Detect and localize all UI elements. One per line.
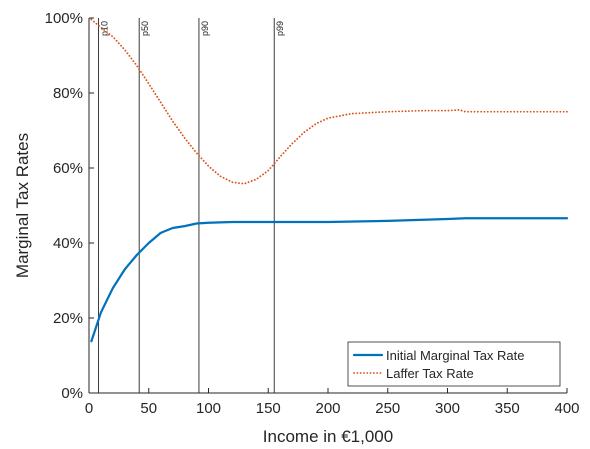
x-tick-label: 150 <box>256 400 281 417</box>
percentile-label-p50: p50 <box>140 21 150 36</box>
percentile-label-p90: p90 <box>200 21 210 36</box>
y-axis-label: Marginal Tax Rates <box>13 133 32 278</box>
x-tick-label: 100 <box>196 400 221 417</box>
tick-labels: 0 50 100 150 200 250 300 350 400 0% 20% 40% 60% 80% 10… <box>45 10 580 417</box>
legend-label-initial-marginal-tax-rate: Initial Marginal Tax Rate <box>386 348 525 363</box>
x-axis-label: Income in €1,000 <box>263 427 393 446</box>
y-tick-label: 80% <box>53 85 83 102</box>
x-tick-label: 200 <box>315 400 340 417</box>
series-line-initial-marginal-tax-rate <box>90 217 569 343</box>
y-tick-label: 40% <box>53 235 83 252</box>
x-tick-label: 400 <box>554 400 579 417</box>
percentile-label-p10: p10 <box>100 21 110 36</box>
series-line-laffer-tax-rate <box>90 18 568 185</box>
y-tick-label: 20% <box>53 310 83 327</box>
axes <box>88 17 568 394</box>
x-tick-label: 350 <box>495 400 520 417</box>
x-tick-label: 250 <box>375 400 400 417</box>
legend-box <box>347 341 561 387</box>
y-tick-label: 100% <box>45 10 83 27</box>
y-tick-label: 0% <box>61 385 83 402</box>
percentile-markers: p10 p50 p90 p99 <box>98 18 285 393</box>
percentile-label-p99: p99 <box>275 21 285 36</box>
legend: Initial Marginal Tax Rate Laffer Tax Rat… <box>347 341 561 387</box>
series-lines <box>90 18 569 343</box>
x-tick-label: 50 <box>140 400 157 417</box>
x-tick-label: 300 <box>435 400 460 417</box>
y-tick-label: 60% <box>53 160 83 177</box>
legend-label-laffer-tax-rate: Laffer Tax Rate <box>386 366 474 381</box>
x-tick-label: 0 <box>85 400 93 417</box>
